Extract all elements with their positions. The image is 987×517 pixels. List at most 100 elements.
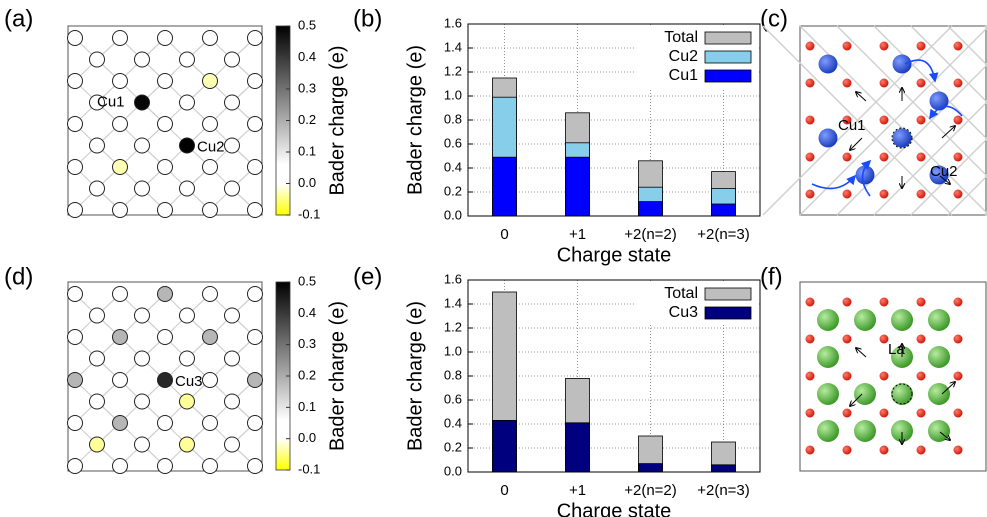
site (89, 137, 105, 154)
oxygen (953, 371, 963, 381)
site (179, 94, 195, 111)
bar-segment (492, 156, 517, 217)
site (224, 393, 240, 410)
oxygen (916, 41, 926, 51)
oxygen (916, 115, 926, 125)
site-charge (67, 372, 83, 388)
site (247, 30, 263, 46)
site (202, 202, 218, 218)
bond (910, 25, 987, 104)
site-charge (157, 372, 173, 388)
oxygen (953, 41, 963, 51)
oxygen (879, 297, 889, 307)
oxygen (953, 78, 963, 88)
metal-atom (854, 420, 876, 442)
y-tick-label: 0.6 (444, 135, 462, 150)
oxygen (879, 78, 889, 88)
site (89, 51, 105, 68)
x-tick-label: +2(n=3) (697, 482, 750, 499)
oxygen (879, 334, 889, 344)
site (134, 436, 150, 453)
oxygen (842, 189, 852, 199)
site (202, 458, 218, 474)
colorbar-label: Bader charge (e) (326, 301, 348, 451)
colorbar-tick-label: 0.1 (298, 399, 316, 414)
oxygen (805, 297, 815, 307)
oxygen (953, 408, 963, 418)
site (134, 137, 150, 154)
oxygen (842, 371, 852, 381)
x-tick-label: +1 (569, 226, 586, 243)
y-tick-label: 0.2 (444, 439, 462, 454)
site-charge (179, 393, 195, 410)
metal-atom (817, 309, 839, 331)
displacement-arrow (850, 393, 863, 406)
colorbar-tick-label: -0.1 (298, 206, 320, 221)
panel-label: (a) (4, 5, 33, 32)
site (157, 73, 173, 89)
site-charge (202, 329, 218, 345)
oxygen (805, 445, 815, 455)
legend-label: Total (664, 29, 698, 46)
bar-segment (638, 186, 663, 202)
site-charge (134, 94, 150, 111)
bond (947, 25, 987, 67)
metal-atom (818, 54, 838, 74)
colorbar-tick-label: 0.5 (298, 17, 316, 32)
bond (873, 100, 987, 216)
site (202, 30, 218, 46)
rotation-arrow (929, 105, 963, 120)
metal-atom (928, 346, 950, 368)
site (112, 116, 128, 132)
site (67, 329, 83, 345)
site (134, 393, 150, 410)
atom-label: La (888, 341, 905, 358)
oxygen (879, 115, 889, 125)
site (247, 286, 263, 302)
atom-label: Cu2 (930, 163, 958, 180)
site (224, 94, 240, 111)
metal-atom (817, 383, 839, 405)
y-tick-label: 1.6 (444, 271, 462, 286)
oxygen (879, 371, 889, 381)
oxygen (805, 408, 815, 418)
oxygen (916, 78, 926, 88)
oxygen (916, 408, 926, 418)
panel-label: (e) (353, 263, 382, 290)
site (202, 286, 218, 302)
site-charge (202, 73, 218, 89)
oxygen (805, 152, 815, 162)
oxygen (805, 115, 815, 125)
site (179, 51, 195, 68)
legend-label: Cu2 (669, 48, 698, 65)
site (157, 202, 173, 218)
structure (805, 297, 963, 455)
y-tick-label: 1.0 (444, 87, 462, 102)
site (247, 415, 263, 431)
y-tick-label: 0.0 (444, 207, 462, 222)
oxygen (953, 297, 963, 307)
legend-swatch (704, 31, 752, 45)
panel-label: (d) (4, 263, 33, 290)
x-axis-label: Charge state (557, 500, 672, 517)
metal-atom (855, 165, 875, 185)
oxygen (842, 297, 852, 307)
metal-atom (892, 54, 912, 74)
metal-atom (929, 165, 949, 185)
oxygen (879, 41, 889, 51)
site (67, 202, 83, 218)
site (89, 393, 105, 410)
site (67, 159, 83, 175)
vacancy (891, 383, 913, 405)
site (157, 30, 173, 46)
rotation-arrow (860, 159, 872, 197)
site (179, 350, 195, 367)
oxygen (842, 78, 852, 88)
site-charge (179, 137, 195, 154)
site (247, 73, 263, 89)
bond (947, 174, 987, 216)
site (112, 202, 128, 218)
site-charge (89, 436, 105, 453)
rotation-arrow (904, 59, 939, 83)
